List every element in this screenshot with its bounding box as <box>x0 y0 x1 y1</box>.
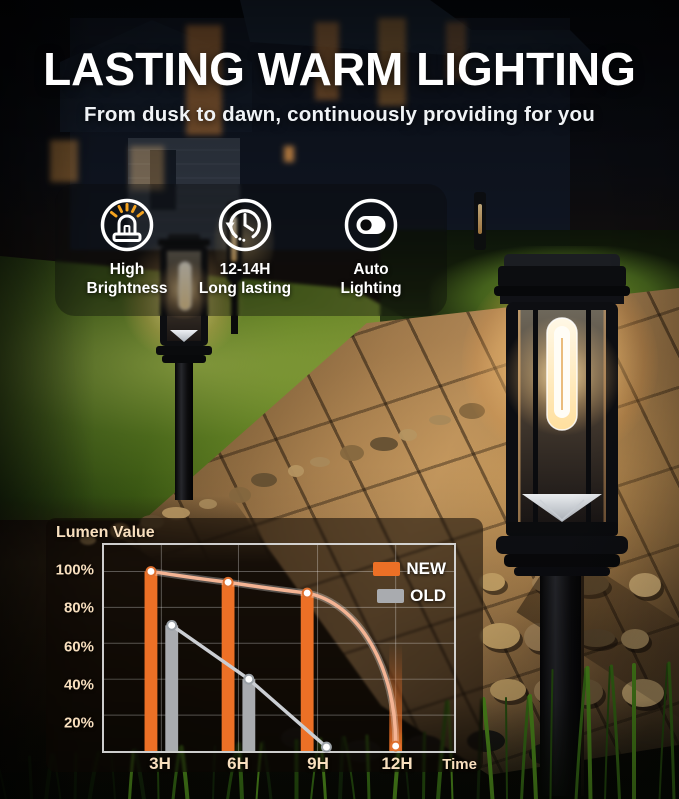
feature-high-brightness: High Brightness <box>67 197 187 298</box>
y-tick: 80% <box>63 599 94 617</box>
stick-light-slot <box>478 204 482 234</box>
ccw-arrowhead <box>225 222 235 230</box>
beacon-light-icon <box>100 198 154 252</box>
dotted-arc <box>231 232 246 242</box>
orange-rays <box>110 203 144 218</box>
auto-toggle-icon <box>344 198 398 252</box>
legend-swatch-new <box>373 562 401 576</box>
x-axis-title: Time <box>442 756 477 773</box>
feature-label: 12-14H Long lasting <box>198 261 292 297</box>
chart-plot: NEW OLD <box>102 543 456 753</box>
legend-item-new: NEW <box>373 559 446 579</box>
subheadline: From dusk to dawn, continuously providin… <box>84 102 595 126</box>
legend-item-old: OLD <box>373 586 446 606</box>
history-clock-icon <box>218 198 272 252</box>
y-tick: 40% <box>63 676 94 694</box>
legend-label: NEW <box>406 559 446 578</box>
chart-title: Lumen Value <box>56 524 155 541</box>
legend-label: OLD <box>410 586 446 605</box>
y-tick: 100% <box>55 561 94 579</box>
headline: LASTING WARM LIGHTING <box>43 43 636 95</box>
features-panel: High Brightness 12-14H Long lasting <box>55 184 447 316</box>
x-tick: 3H <box>149 754 171 773</box>
toggle-knob <box>360 219 372 231</box>
path-light-stick-far <box>474 192 486 250</box>
chart-canvas <box>104 545 454 753</box>
header: LASTING WARM LIGHTING From dusk to dawn,… <box>0 44 679 127</box>
x-tick: 9H <box>307 754 329 773</box>
y-tick: 60% <box>63 638 94 656</box>
feature-auto-lighting: Auto Lighting <box>311 197 431 298</box>
chart-legend: NEW OLD <box>373 559 446 613</box>
legend-swatch-old <box>377 589 405 603</box>
feature-long-lasting: 12-14H Long lasting <box>185 197 305 298</box>
lumen-chart-panel: Lumen Value 100% 80% 60% 40% 20% NEW OLD <box>46 518 483 773</box>
feature-label: Auto Lighting <box>340 261 402 297</box>
x-tick: 6H <box>227 754 249 773</box>
y-tick: 20% <box>63 714 94 732</box>
x-tick: 12H <box>381 754 413 773</box>
feature-label: High Brightness <box>86 261 168 297</box>
